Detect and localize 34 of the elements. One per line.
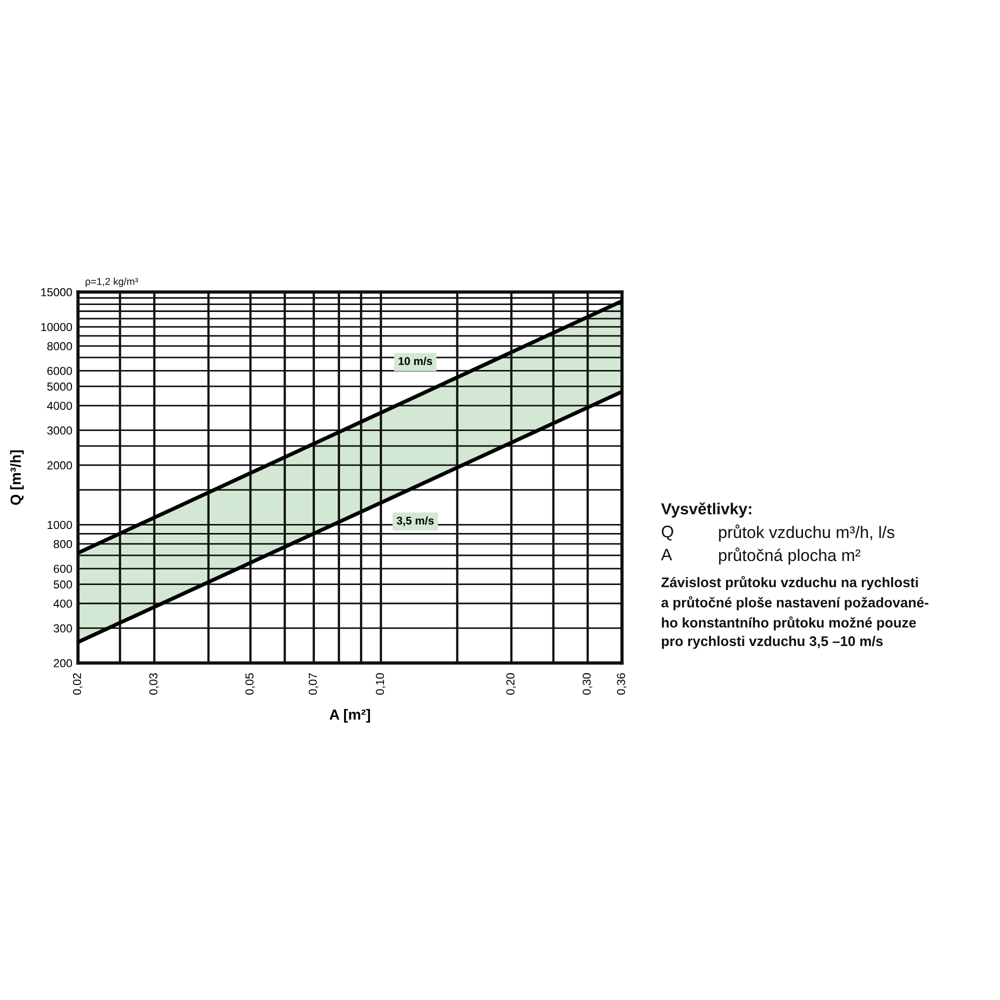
text: A	[661, 548, 672, 560]
y-tick-label: 500	[54, 580, 72, 589]
y-tick-label: 6000	[47, 366, 72, 376]
text: Vysvětlivky:	[661, 502, 752, 518]
series-label: 3,5 m/s	[396, 516, 434, 526]
y-tick-label: 3000	[47, 426, 72, 435]
y-tick-label: 300	[54, 624, 72, 632]
x-tick-label: 0,36	[616, 673, 626, 695]
x-tick-label: 0,20	[506, 673, 516, 695]
x-tick-label: 0,02	[72, 673, 82, 695]
y-tick-label: 2000	[47, 461, 72, 470]
x-tick-label: 0,05	[245, 673, 255, 695]
y-tick-label: 400	[53, 600, 72, 608]
y-tick-label: 1000	[48, 520, 72, 529]
text: Q	[662, 526, 674, 540]
text: průtok vzduchu m³/h, l/s	[719, 524, 894, 542]
text: ρ=1,2 kg/m³	[86, 278, 138, 287]
y-axis-title: Q [m³/h]	[10, 450, 24, 505]
text: průtočná plocha m²	[719, 548, 860, 564]
y-tick-label: 10000	[41, 322, 72, 332]
y-tick-label: 8000	[47, 342, 72, 350]
x-tick-label: 0,10	[376, 673, 386, 695]
series-label: 10 m/s	[398, 356, 432, 366]
x-tick-label: 0,07	[308, 673, 318, 695]
y-tick-label: 200	[54, 659, 72, 668]
y-tick-label: 15000	[41, 288, 72, 296]
y-tick-label: 600	[54, 564, 72, 573]
y-tick-label: 5000	[47, 382, 72, 391]
text: Závislost průtoku vzduchu na rychlosti a průtočné ploše nastavení požadované- ho konstantního průtoku možné pouze pro rychlosti vzduchu 3,5 –10 m/s	[661, 576, 928, 649]
y-tick-label: 800	[54, 540, 72, 548]
x-tick-label: 0,03	[149, 673, 159, 695]
y-tick-label: 4000	[47, 402, 72, 410]
x-axis-title: A [m²]	[330, 709, 370, 723]
x-tick-label: 0,30	[582, 673, 592, 695]
